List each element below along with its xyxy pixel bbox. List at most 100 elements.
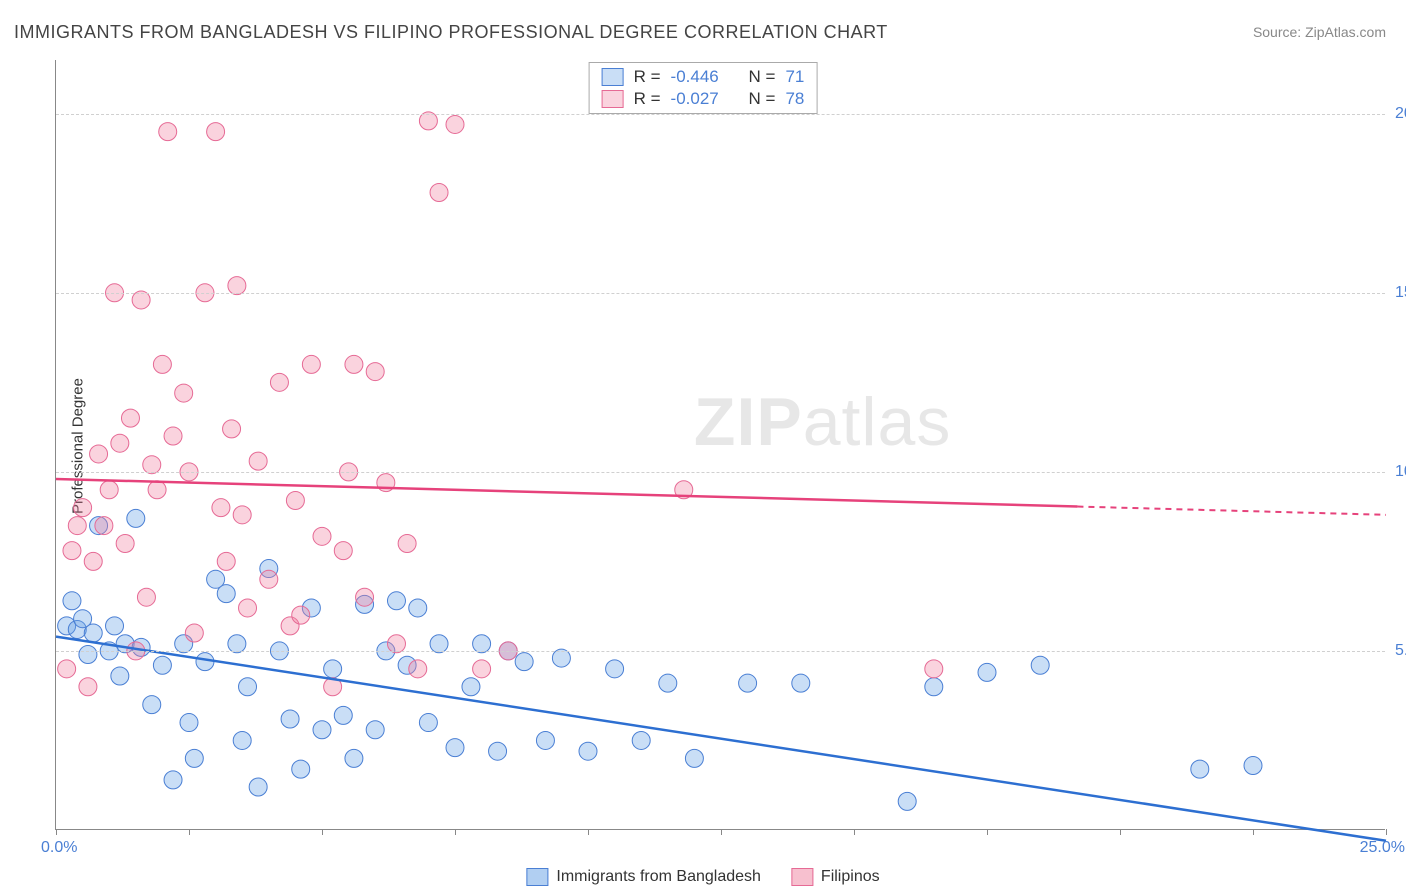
legend-series-swatch-0: [526, 868, 548, 886]
scatter-point: [387, 592, 405, 610]
scatter-point: [79, 646, 97, 664]
legend-item-label-0: Immigrants from Bangladesh: [556, 868, 761, 886]
scatter-point: [153, 355, 171, 373]
scatter-point: [419, 714, 437, 732]
legend-item-label-1: Filipinos: [821, 868, 880, 886]
scatter-point: [100, 481, 118, 499]
scatter-point: [473, 660, 491, 678]
x-tick: [1386, 829, 1387, 835]
chart-title: IMMIGRANTS FROM BANGLADESH VS FILIPINO P…: [14, 22, 888, 43]
scatter-point: [239, 599, 257, 617]
scatter-point: [207, 123, 225, 141]
scatter-point: [685, 749, 703, 767]
scatter-point: [462, 678, 480, 696]
scatter-point: [925, 660, 943, 678]
scatter-point: [143, 696, 161, 714]
scatter-point: [313, 721, 331, 739]
scatter-point: [925, 678, 943, 696]
scatter-point: [239, 678, 257, 696]
legend-item-0: Immigrants from Bangladesh: [526, 868, 761, 886]
legend-swatch-1: [602, 90, 624, 108]
scatter-point: [536, 731, 554, 749]
scatter-point: [106, 617, 124, 635]
scatter-point: [1244, 757, 1262, 775]
y-tick-label: 15.0%: [1395, 284, 1406, 302]
scatter-point: [185, 749, 203, 767]
x-tick: [1253, 829, 1254, 835]
x-tick: [455, 829, 456, 835]
x-tick: [721, 829, 722, 835]
scatter-point: [63, 592, 81, 610]
scatter-point: [111, 434, 129, 452]
legend-item-1: Filipinos: [791, 868, 880, 886]
chart-container: IMMIGRANTS FROM BANGLADESH VS FILIPINO P…: [0, 0, 1406, 892]
scatter-point: [212, 499, 230, 517]
scatter-point: [84, 552, 102, 570]
n-value-1: 78: [785, 89, 804, 109]
legend-series-swatch-1: [791, 868, 813, 886]
n-value-0: 71: [785, 67, 804, 87]
scatter-point: [116, 534, 134, 552]
scatter-point: [579, 742, 597, 760]
scatter-point: [739, 674, 757, 692]
scatter-point: [313, 527, 331, 545]
legend-swatch-0: [602, 68, 624, 86]
x-tick: [1120, 829, 1121, 835]
x-min-label: 0.0%: [41, 839, 77, 857]
scatter-point: [978, 663, 996, 681]
gridline: [56, 293, 1385, 294]
scatter-point: [121, 409, 139, 427]
scatter-point: [324, 660, 342, 678]
scatter-point: [792, 674, 810, 692]
scatter-point: [366, 721, 384, 739]
scatter-point: [79, 678, 97, 696]
scatter-point: [180, 714, 198, 732]
y-tick-label: 5.0%: [1395, 642, 1406, 660]
n-label: N =: [749, 67, 776, 87]
r-label: R =: [634, 89, 661, 109]
scatter-point: [249, 452, 267, 470]
x-max-label: 25.0%: [1360, 839, 1405, 857]
r-value-1: -0.027: [671, 89, 731, 109]
scatter-point: [137, 588, 155, 606]
x-tick: [322, 829, 323, 835]
scatter-point: [233, 731, 251, 749]
y-tick-label: 20.0%: [1395, 105, 1406, 123]
source-label: Source: ZipAtlas.com: [1253, 24, 1386, 40]
scatter-point: [398, 534, 416, 552]
scatter-point: [63, 542, 81, 560]
gridline: [56, 651, 1385, 652]
scatter-point: [84, 624, 102, 642]
scatter-point: [286, 492, 304, 510]
x-tick: [854, 829, 855, 835]
scatter-point: [164, 771, 182, 789]
scatter-point: [95, 517, 113, 535]
scatter-point: [1191, 760, 1209, 778]
scatter-point: [111, 667, 129, 685]
scatter-point: [217, 585, 235, 603]
scatter-point: [74, 499, 92, 517]
scatter-point: [90, 445, 108, 463]
legend-stats-row-0: R = -0.446 N = 71: [602, 67, 805, 87]
plot-area: ZIPatlas 0.0% 25.0% 5.0%10.0%15.0%20.0%: [55, 60, 1385, 830]
y-tick-label: 10.0%: [1395, 463, 1406, 481]
n-label: N =: [749, 89, 776, 109]
legend-series: Immigrants from Bangladesh Filipinos: [526, 868, 879, 886]
scatter-point: [356, 588, 374, 606]
scatter-point: [185, 624, 203, 642]
scatter-point: [446, 115, 464, 133]
scatter-point: [606, 660, 624, 678]
scatter-point: [217, 552, 235, 570]
scatter-point: [153, 656, 171, 674]
scatter-point: [632, 731, 650, 749]
scatter-point: [1031, 656, 1049, 674]
scatter-point: [446, 739, 464, 757]
r-label: R =: [634, 67, 661, 87]
scatter-point: [292, 606, 310, 624]
scatter-point: [366, 363, 384, 381]
scatter-point: [270, 373, 288, 391]
scatter-point: [515, 653, 533, 671]
scatter-point: [233, 506, 251, 524]
x-tick: [189, 829, 190, 835]
x-tick: [588, 829, 589, 835]
